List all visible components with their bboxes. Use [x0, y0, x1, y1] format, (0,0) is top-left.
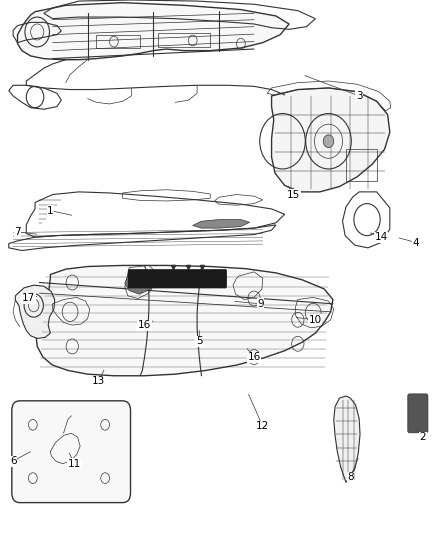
Text: 15: 15 — [287, 190, 300, 199]
Text: 5: 5 — [196, 336, 203, 346]
Polygon shape — [125, 271, 155, 294]
FancyBboxPatch shape — [128, 269, 227, 288]
Polygon shape — [36, 265, 333, 376]
Text: 17: 17 — [22, 294, 35, 303]
Text: 1: 1 — [47, 206, 54, 215]
Text: 16: 16 — [138, 320, 151, 330]
Circle shape — [323, 135, 334, 148]
Text: 3: 3 — [356, 91, 363, 101]
Text: 10: 10 — [309, 315, 322, 325]
Text: 13: 13 — [92, 376, 105, 386]
Text: 11: 11 — [68, 459, 81, 469]
Polygon shape — [18, 3, 289, 60]
Text: 9: 9 — [257, 299, 264, 309]
Polygon shape — [334, 396, 360, 482]
Text: 2: 2 — [419, 432, 426, 442]
Text: 7: 7 — [14, 227, 21, 237]
Text: 14: 14 — [374, 232, 388, 242]
Text: 12: 12 — [256, 422, 269, 431]
Text: 8: 8 — [347, 472, 354, 482]
Polygon shape — [15, 285, 55, 338]
Text: 6: 6 — [10, 456, 17, 466]
Polygon shape — [272, 88, 390, 192]
FancyBboxPatch shape — [12, 401, 131, 503]
Polygon shape — [193, 220, 250, 228]
Text: 4: 4 — [413, 238, 420, 247]
FancyBboxPatch shape — [408, 394, 428, 433]
Text: 16: 16 — [247, 352, 261, 362]
